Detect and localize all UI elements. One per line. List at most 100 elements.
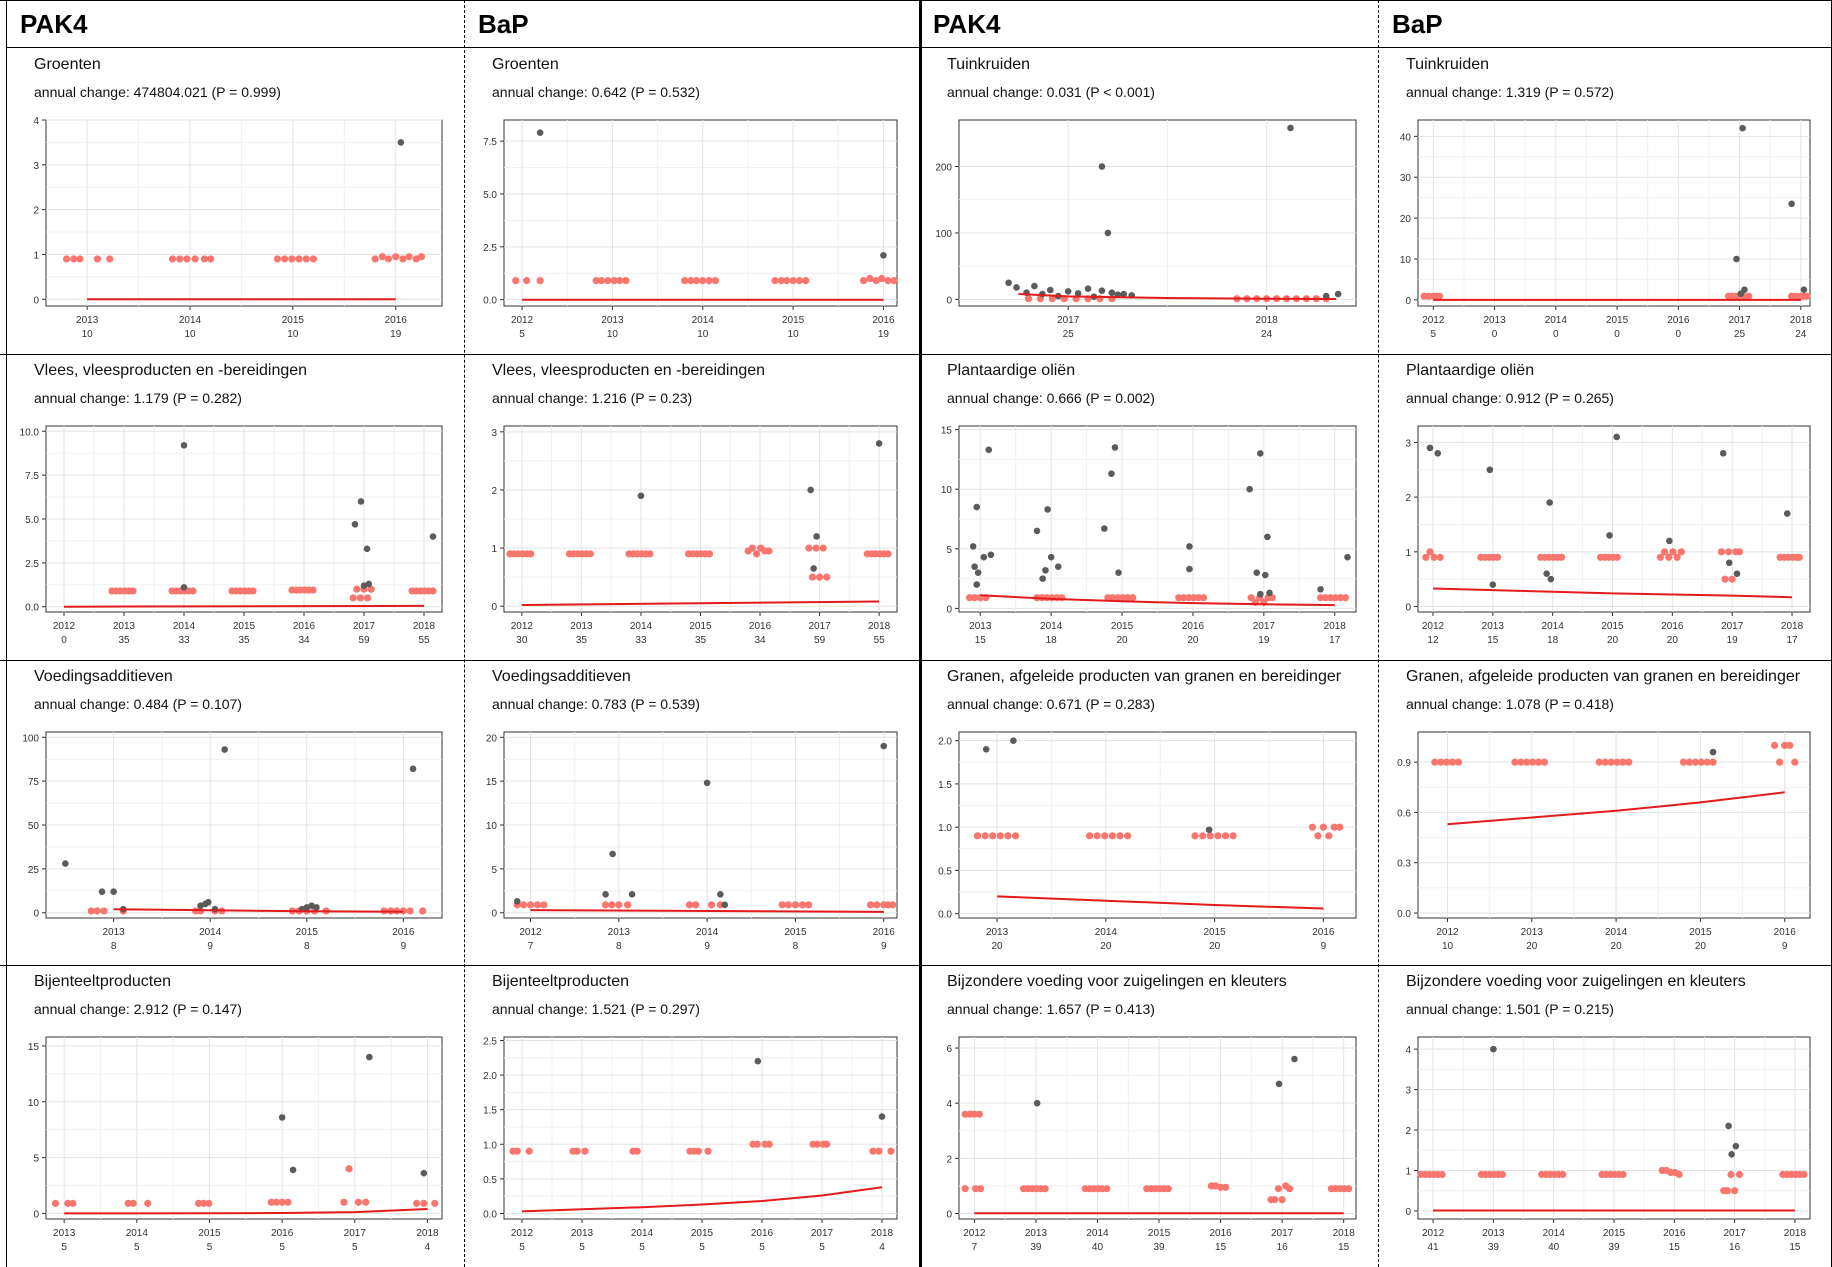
chart-title: Groenten: [34, 56, 101, 73]
data-point-red: [1665, 553, 1673, 561]
scatter-chart: 0.0 0.3 0.6 0.9 2012 10 2013 20 2014 20 2015 20 2016…: [1397, 731, 1811, 952]
x-tick-count: 5: [207, 1242, 213, 1253]
x-tick-label: 2012: [511, 315, 534, 326]
x-tick-count: 5: [352, 1242, 358, 1253]
x-tick-count: 35: [576, 635, 588, 646]
data-point-gray: [1489, 581, 1497, 588]
data-point-red: [705, 550, 714, 558]
data-point-gray: [1291, 1055, 1298, 1063]
data-point-gray: [1010, 737, 1017, 744]
data-point-red: [1024, 295, 1033, 303]
x-tick-label: 2015: [1111, 621, 1134, 632]
data-point-red: [1175, 594, 1183, 602]
data-point-red: [705, 277, 713, 285]
y-tick-label: 2.5: [25, 559, 39, 570]
x-tick-count: 39: [1030, 1242, 1042, 1253]
chart-panel: Vlees, vleesproducten en -bereidingen ann…: [6, 354, 464, 660]
x-tick-label: 2012: [1436, 927, 1459, 938]
x-tick-count: 20: [1607, 635, 1619, 646]
data-point-red: [1607, 758, 1615, 766]
data-point-gray: [351, 520, 359, 528]
x-tick-count: 20: [1611, 941, 1623, 952]
data-point-gray: [1047, 286, 1054, 294]
data-point-gray: [1115, 569, 1122, 576]
data-point-gray: [110, 888, 117, 895]
x-tick-label: 2018: [1781, 621, 1804, 632]
data-point-red: [144, 1199, 152, 1207]
y-tick-label: 0.0: [938, 910, 952, 921]
data-point-red: [884, 277, 892, 285]
row-divider: [0, 965, 1832, 966]
y-tick-label: 10: [486, 821, 498, 832]
data-point-red: [87, 907, 95, 915]
x-tick-count: 0: [61, 635, 67, 646]
data-point-red: [615, 901, 623, 909]
data-point-gray: [1120, 290, 1128, 298]
data-point-red: [1731, 1187, 1739, 1195]
y-tick-label: 6: [946, 1044, 952, 1055]
plot-area: [958, 731, 1357, 919]
data-point-gray: [971, 563, 978, 570]
x-tick-count: 9: [207, 941, 213, 952]
data-point-red: [972, 1185, 980, 1193]
scatter-chart: 0.0 0.5 1.0 1.5 2.0 2.5 2012 5 2013 5 2014 5 2015 5 20…: [483, 1036, 898, 1253]
y-tick-label: 1.0: [938, 823, 952, 834]
data-point-gray: [1253, 569, 1261, 576]
data-point-red: [309, 586, 317, 594]
x-tick-label: 2012: [511, 1228, 534, 1239]
data-point-red: [1786, 741, 1794, 750]
x-tick-count: 41: [1428, 1242, 1440, 1253]
data-point-gray: [1098, 163, 1106, 170]
data-point-red: [1660, 548, 1669, 556]
data-point-red: [345, 1165, 353, 1173]
data-point-gray: [1606, 532, 1613, 539]
chart-title: Plantaardige oliën: [947, 362, 1076, 379]
scatter-chart: 0.0 0.5 1.0 1.5 2.0 2013 20 2014 20 2015 20 2016 9: [938, 731, 1357, 952]
data-point-red: [1595, 758, 1603, 766]
plot-area: [1417, 119, 1811, 307]
data-point-red: [1697, 758, 1705, 766]
y-tick-label: 0.9: [1397, 758, 1411, 769]
chart-panel: Voedingsadditieven annual change: 0.484 (…: [6, 660, 464, 966]
data-point-red: [970, 594, 979, 602]
data-point-red: [1430, 553, 1438, 561]
x-tick-label: 2013: [571, 1228, 594, 1239]
data-point-gray: [810, 565, 817, 572]
x-tick-label: 2017: [1723, 1228, 1746, 1239]
x-tick-count: 0: [1676, 329, 1682, 340]
data-point-red: [412, 1199, 421, 1207]
data-point-red: [996, 832, 1004, 840]
data-point-red: [777, 277, 785, 285]
data-point-red: [527, 550, 535, 558]
data-point-gray: [1728, 1150, 1735, 1158]
data-point-red: [354, 1198, 363, 1206]
y-tick-label: 2: [1405, 493, 1411, 504]
annual-change-label: annual change: 0.912 (P = 0.265): [1406, 390, 1614, 406]
data-point-red: [1443, 758, 1451, 766]
x-tick-count: 35: [118, 635, 130, 646]
data-point-red: [362, 1198, 370, 1206]
y-tick-label: 5.0: [483, 190, 497, 201]
data-point-red: [281, 255, 289, 263]
data-point-gray: [1725, 1122, 1732, 1130]
data-point-red: [685, 901, 694, 909]
data-point-red: [51, 1199, 60, 1207]
x-tick-count: 15: [975, 635, 987, 646]
annual-change-label: annual change: 0.671 (P = 0.283): [947, 696, 1155, 712]
x-tick-count: 5: [1431, 329, 1437, 340]
y-tick-label: 0.0: [25, 603, 39, 614]
y-tick-label: 10: [28, 1098, 40, 1109]
scatter-chart: 0 5 10 15 20 2012 7 2013 8 2014 9 2015 8 2016 9: [486, 731, 898, 952]
data-point-red: [1625, 758, 1633, 766]
x-tick-label: 2016: [1182, 621, 1205, 632]
chart-title: Vlees, vleesproducten en -bereidingen: [492, 362, 766, 379]
y-tick-label: 0.0: [483, 296, 497, 307]
y-tick-label: 2: [491, 486, 497, 497]
chart-panel: Vlees, vleesproducten en -bereidingen ann…: [464, 354, 919, 660]
data-point-red: [420, 1199, 428, 1207]
x-tick-count: 24: [1261, 329, 1273, 340]
data-point-red: [384, 255, 393, 263]
x-tick-count: 0: [1492, 329, 1498, 340]
data-point-red: [1308, 823, 1317, 831]
